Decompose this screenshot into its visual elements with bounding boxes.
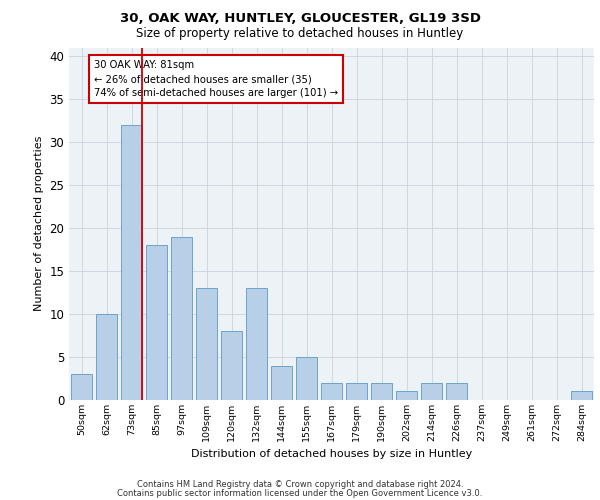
Bar — [196, 288, 217, 400]
Text: Contains public sector information licensed under the Open Government Licence v3: Contains public sector information licen… — [118, 490, 482, 498]
Text: 30 OAK WAY: 81sqm
← 26% of detached houses are smaller (35)
74% of semi-detached: 30 OAK WAY: 81sqm ← 26% of detached hous… — [94, 60, 338, 98]
Bar — [96, 314, 117, 400]
Bar — [71, 374, 92, 400]
Bar — [321, 383, 342, 400]
Bar — [121, 125, 142, 400]
Text: Size of property relative to detached houses in Huntley: Size of property relative to detached ho… — [136, 28, 464, 40]
Bar — [171, 236, 192, 400]
Bar — [221, 331, 242, 400]
Y-axis label: Number of detached properties: Number of detached properties — [34, 136, 44, 312]
Bar — [421, 383, 442, 400]
Text: 30, OAK WAY, HUNTLEY, GLOUCESTER, GL19 3SD: 30, OAK WAY, HUNTLEY, GLOUCESTER, GL19 3… — [119, 12, 481, 26]
Bar — [246, 288, 267, 400]
Text: Contains HM Land Registry data © Crown copyright and database right 2024.: Contains HM Land Registry data © Crown c… — [137, 480, 463, 489]
Bar — [371, 383, 392, 400]
Bar — [296, 357, 317, 400]
Bar — [396, 392, 417, 400]
Bar — [571, 392, 592, 400]
Bar — [146, 245, 167, 400]
Bar — [346, 383, 367, 400]
Bar — [271, 366, 292, 400]
Bar — [446, 383, 467, 400]
X-axis label: Distribution of detached houses by size in Huntley: Distribution of detached houses by size … — [191, 450, 472, 460]
